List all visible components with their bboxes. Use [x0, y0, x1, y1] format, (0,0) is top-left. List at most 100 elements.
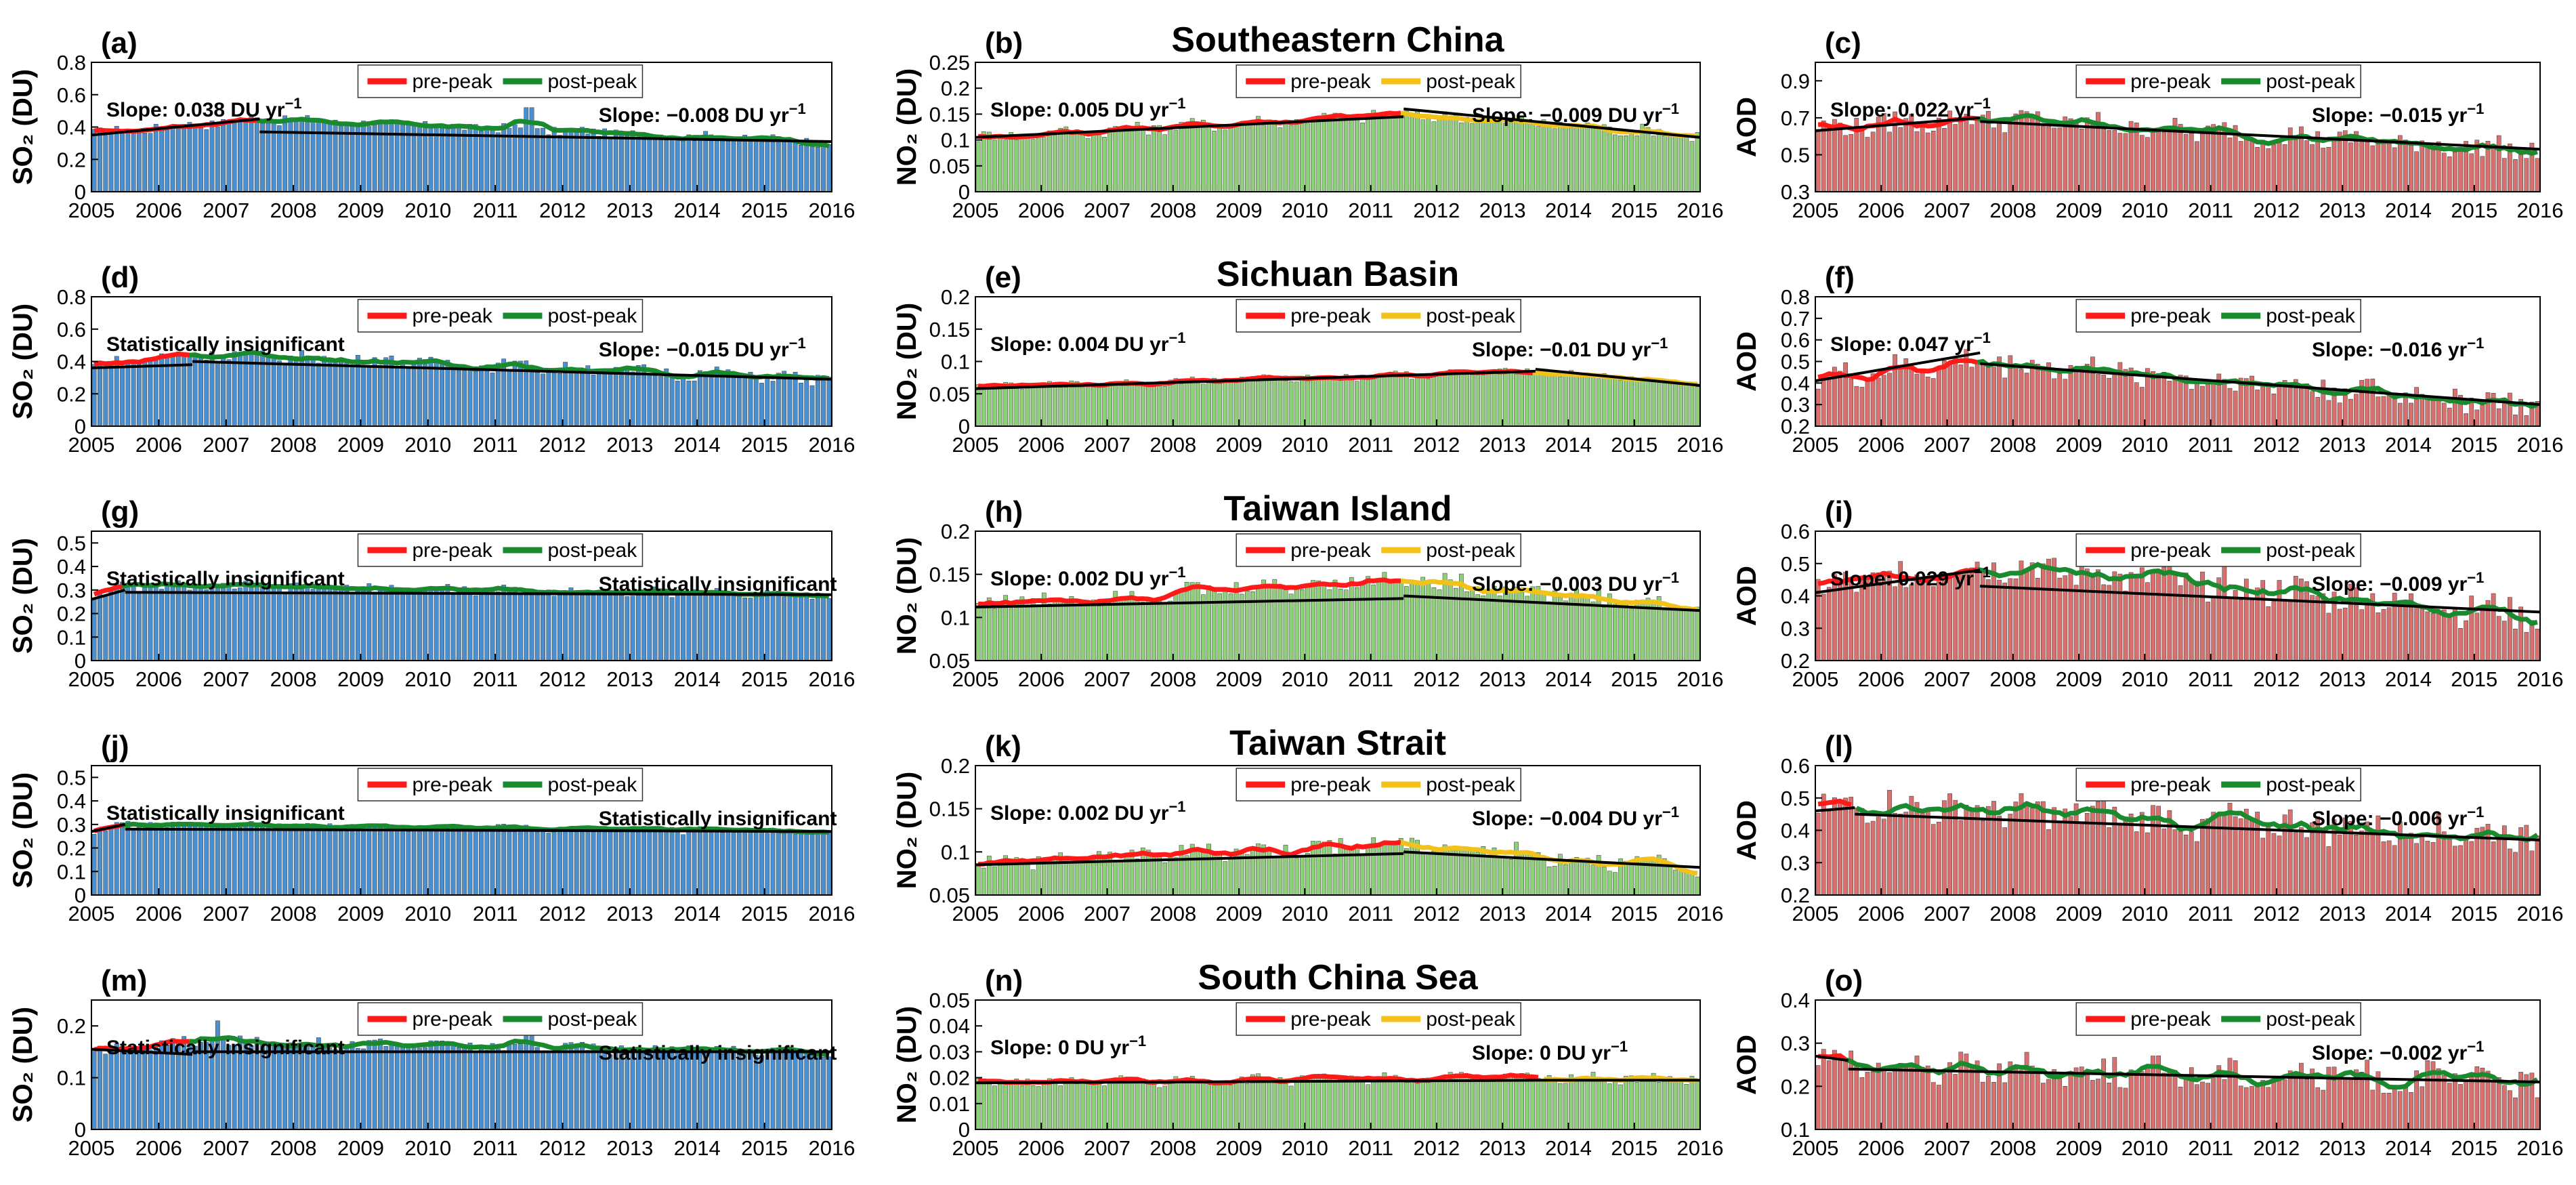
x-tick-label: 2011	[473, 667, 518, 691]
bar	[1157, 125, 1162, 192]
legend-post-peak-label: post-peak	[2266, 70, 2356, 93]
bar	[1849, 133, 1854, 192]
annotation-right: Slope: −0.01 DU yr−1	[1472, 335, 1668, 361]
x-tick-label: 2012	[2253, 1136, 2300, 1160]
bar	[1332, 378, 1338, 427]
bar	[2348, 398, 2353, 427]
bar	[2029, 562, 2035, 661]
bar	[787, 377, 793, 427]
pre-peak-line	[1817, 566, 1979, 586]
bar	[1080, 858, 1085, 896]
bar	[619, 134, 624, 192]
bar	[2501, 1085, 2507, 1130]
bar	[1613, 872, 1618, 896]
bar	[1349, 378, 1354, 427]
bar	[1316, 841, 1321, 896]
bar	[770, 595, 776, 661]
bar	[1272, 376, 1278, 427]
bar	[534, 372, 540, 427]
bar	[2513, 852, 2518, 896]
panel-label: (f)	[1825, 261, 1855, 294]
x-tick-label: 2009	[1216, 1136, 1263, 1160]
bar	[1530, 124, 1536, 192]
bar	[1536, 126, 1541, 192]
bar	[1217, 127, 1223, 192]
bar	[2370, 378, 2376, 427]
x-tick-label: 2010	[2121, 667, 2168, 691]
bar	[1173, 857, 1179, 896]
bar	[1585, 858, 1590, 896]
bar	[664, 830, 669, 896]
bar	[534, 589, 540, 661]
bar	[221, 356, 226, 427]
x-tick-label: 2006	[135, 433, 182, 457]
legend-pre-peak-label: pre-peak	[2130, 774, 2211, 796]
x-tick-label: 2005	[68, 433, 115, 457]
bar	[698, 370, 702, 427]
bar	[2046, 1079, 2051, 1130]
bar	[1233, 382, 1239, 427]
bar	[998, 138, 1002, 192]
bar	[619, 371, 624, 427]
bar	[1843, 797, 1848, 896]
bar	[131, 359, 136, 427]
bar	[2496, 835, 2501, 896]
bar	[1299, 855, 1305, 896]
bar	[456, 589, 461, 661]
bar	[1640, 123, 1645, 192]
bar	[782, 596, 787, 661]
bar	[1327, 116, 1332, 192]
bar	[293, 825, 299, 896]
bar	[344, 1044, 350, 1130]
bar	[1887, 131, 1892, 192]
panel-label: (b)	[985, 26, 1023, 60]
bar	[366, 126, 372, 192]
annotation-left: Statistically insignificant	[106, 1037, 345, 1059]
bar	[1233, 582, 1239, 661]
bar	[1080, 386, 1085, 427]
x-tick-label: 2011	[2188, 199, 2233, 222]
bar	[759, 595, 764, 661]
y-tick-label: 0.6	[57, 318, 86, 341]
bar	[2189, 831, 2194, 896]
panel-label: (o)	[1825, 964, 1863, 997]
pre-peak-trend-line	[975, 1079, 1542, 1085]
bar	[524, 1031, 529, 1130]
legend-pre-peak-label: pre-peak	[2130, 539, 2211, 562]
x-tick-label: 2008	[1149, 1136, 1196, 1160]
bar	[2441, 1075, 2447, 1130]
bar	[305, 586, 310, 661]
bar	[1376, 1079, 1382, 1130]
bar	[2079, 822, 2084, 896]
bar	[1930, 378, 1936, 427]
x-tick-label: 2005	[952, 199, 999, 222]
bar	[1102, 604, 1107, 661]
y-tick-label: 0.1	[941, 129, 970, 152]
bar	[187, 589, 192, 661]
bar	[120, 822, 125, 896]
bar	[736, 829, 742, 896]
bar	[411, 828, 417, 896]
bar	[2161, 828, 2167, 896]
pre-peak-trend-line	[1815, 806, 1855, 812]
bar	[2524, 825, 2529, 896]
bar	[221, 826, 226, 896]
x-tick-label: 2009	[337, 667, 384, 691]
bar	[2458, 845, 2463, 896]
bar	[1157, 597, 1162, 661]
bar	[148, 585, 153, 661]
panel-label: (n)	[985, 964, 1023, 997]
post-peak-trend-line	[1980, 362, 2541, 407]
y-tick-label: 0.3	[57, 579, 86, 602]
bar	[507, 128, 512, 192]
superscript-minus-one: −1	[1974, 329, 1991, 346]
bar	[1107, 1082, 1112, 1130]
superscript-minus-one: −1	[1974, 95, 1991, 112]
bar	[2195, 383, 2199, 427]
bar	[742, 376, 748, 427]
bar	[333, 119, 338, 192]
bar	[142, 1047, 148, 1130]
annotation-right: Slope: 0 DU yr−1	[1472, 1038, 1628, 1064]
bar	[1212, 588, 1217, 661]
x-tick-label: 2007	[1084, 667, 1131, 691]
